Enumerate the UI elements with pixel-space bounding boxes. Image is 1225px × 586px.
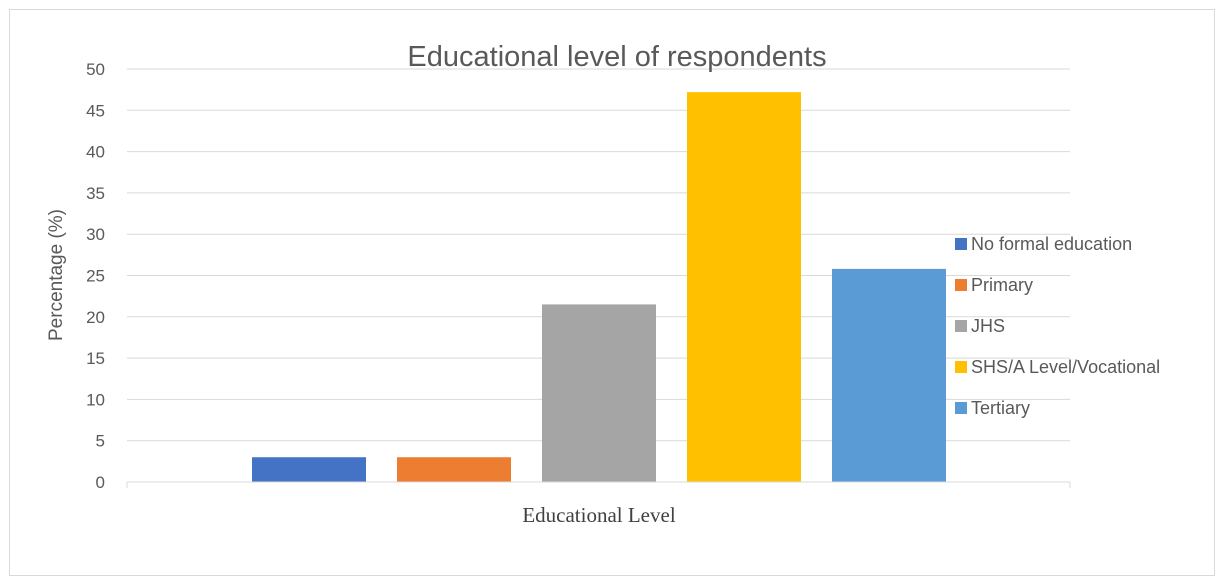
legend-label: Primary: [971, 275, 1033, 295]
y-tick-label: 15: [86, 349, 105, 368]
legend-swatch: [955, 320, 967, 332]
bar-tertiary: [832, 268, 946, 482]
y-axis-tick-labels: 0 5 10 15 20 25 30 35 40 45 50: [86, 60, 105, 492]
chart-title: Educational level of respondents: [407, 41, 826, 73]
legend-label: SHS/A Level/Vocational: [971, 357, 1160, 377]
y-tick-label: 20: [86, 308, 105, 327]
y-tick-label: 0: [96, 473, 105, 492]
y-tick-label: 30: [86, 225, 105, 244]
legend-swatch: [955, 238, 967, 250]
y-tick-label: 50: [86, 60, 105, 79]
legend-swatch: [955, 361, 967, 373]
bar-no-formal-education: [252, 457, 366, 482]
y-tick-label: 5: [96, 432, 105, 451]
y-tick-label: 25: [86, 267, 105, 286]
legend-swatch: [955, 402, 967, 414]
y-tick-label: 45: [86, 101, 105, 120]
bars: [252, 92, 946, 483]
y-tick-label: 40: [86, 143, 105, 162]
bar-jhs: [542, 304, 656, 482]
y-tick-label: 35: [86, 184, 105, 203]
legend-label: JHS: [971, 316, 1005, 336]
y-axis-label: Percentage (%): [46, 209, 67, 341]
x-axis-label: Educational Level: [522, 503, 676, 527]
legend-label: No formal education: [971, 234, 1132, 254]
bar-primary: [397, 457, 511, 482]
legend: No formal education Primary JHS SHS/A Level…: [955, 234, 1160, 418]
y-tick-label: 10: [86, 390, 105, 409]
legend-label: Tertiary: [971, 398, 1030, 418]
bar-shs-a-level-vocational: [687, 92, 801, 483]
legend-swatch: [955, 279, 967, 291]
